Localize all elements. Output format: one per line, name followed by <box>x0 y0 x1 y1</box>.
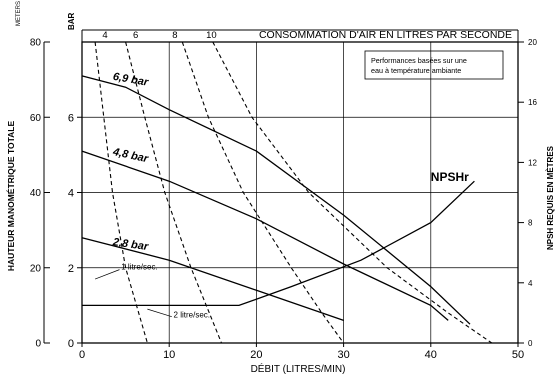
meters-tick-label-40: 40 <box>30 188 42 199</box>
top-tick-label-4: 4 <box>102 30 107 41</box>
x-tick-label-40: 40 <box>425 349 437 361</box>
air-curve-6 <box>125 41 223 344</box>
meters-tick-label-60: 60 <box>30 113 42 124</box>
note-box <box>364 50 504 80</box>
series-label-6-9-bar: 6,9 bar <box>112 71 150 89</box>
x-tick-label-30: 30 <box>337 349 349 361</box>
air-curve-4 <box>94 41 148 344</box>
top-tick-label-6: 6 <box>133 30 138 41</box>
note-line-1: Performances basées sur une <box>371 56 467 65</box>
note-line-2: eau à température ambiante <box>371 66 461 75</box>
x-tick-label-50: 50 <box>512 349 524 361</box>
series-line-4-8-bar <box>81 150 449 321</box>
annotation-2-litre: 2 litre/sec. <box>174 310 210 319</box>
x-tick-label-20: 20 <box>250 349 262 361</box>
air-curve-8 <box>181 41 345 344</box>
npsh-tick-label-4: 4 <box>528 279 533 288</box>
annotation-1-leader <box>94 269 120 280</box>
npsh-tick-label-0: 0 <box>528 339 533 348</box>
y-axis-title-left: HAUTEUR MANOMÉTRIQUE TOTALE <box>6 121 16 272</box>
series-line-npshr <box>82 180 475 307</box>
top-tick-label-8: 8 <box>172 30 177 41</box>
x-axis-title: DÉBIT (LITRES/MIN) <box>251 362 346 375</box>
annotation-1-litre: 1 litre/sec. <box>121 263 157 272</box>
npsh-tick-label-8: 8 <box>528 219 533 228</box>
y-axis-title-right: NPSH REQUIS EN MÈTRES <box>546 145 555 250</box>
x-tick-label-0: 0 <box>79 349 85 361</box>
series-line-6-9-bar <box>81 75 471 325</box>
npsh-tick-label-12: 12 <box>528 158 537 167</box>
meters-tick-label-20: 20 <box>30 263 42 274</box>
npsh-tick-label-16: 16 <box>528 98 537 107</box>
npsh-tick-label-20: 20 <box>528 38 537 47</box>
y-unit-meters: METERS <box>16 1 22 26</box>
bar-tick-label-2: 2 <box>68 263 74 275</box>
bar-tick-label-6: 6 <box>68 112 74 124</box>
top-axis-title: CONSOMMATION D'AIR EN LITRES PAR SECONDE <box>259 29 512 41</box>
y-unit-bar: BAR <box>67 12 76 30</box>
meters-tick-label-0: 0 <box>35 339 41 350</box>
air-curves-layer <box>94 41 493 344</box>
bar-tick-label-4: 4 <box>68 188 74 200</box>
series-label-2-8-bar: 2,8 bar <box>111 236 149 253</box>
bar-tick-label-0: 0 <box>68 338 74 350</box>
series-line-2-8-bar <box>81 237 344 322</box>
series-label-npshr: NPSHr <box>431 170 469 184</box>
air-curve-10 <box>212 41 493 344</box>
annotation-2-leader <box>147 308 172 317</box>
x-tick-label-10: 10 <box>163 349 175 361</box>
top-tick-label-10: 10 <box>206 30 217 41</box>
meters-tick-label-80: 80 <box>30 38 42 49</box>
